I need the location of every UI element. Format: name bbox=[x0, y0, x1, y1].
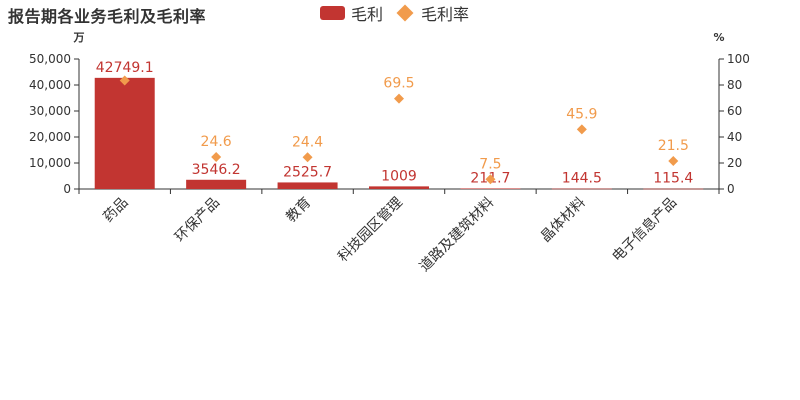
margin-value-label: 24.6 bbox=[201, 134, 232, 150]
margin-value-label: 24.4 bbox=[292, 134, 323, 150]
bar-gross-profit bbox=[369, 186, 429, 189]
margin-value-label: 69.5 bbox=[383, 76, 414, 92]
y-right-tick-label: 60 bbox=[727, 104, 742, 118]
margin-point bbox=[211, 152, 222, 163]
chart-title: 报告期各业务毛利及毛利率 bbox=[8, 7, 207, 26]
margin-point bbox=[668, 156, 679, 167]
bar-value-label: 1009 bbox=[381, 168, 417, 184]
bar-value-label: 3546.2 bbox=[192, 162, 241, 178]
legend-label-gross-profit: 毛利 bbox=[351, 5, 384, 24]
bar-gross-profit bbox=[643, 188, 704, 190]
margin-value-label: 45.9 bbox=[566, 106, 597, 122]
x-category-label: 晶体材料 bbox=[538, 195, 589, 246]
y-left-tick-label: 30,000 bbox=[29, 104, 71, 118]
y-left-tick-label: 10,000 bbox=[29, 156, 71, 170]
bar-gross-profit bbox=[460, 188, 521, 190]
margin-point bbox=[119, 75, 130, 86]
y-right-tick-label: 100 bbox=[727, 52, 750, 66]
y-right-tick-label: 0 bbox=[727, 182, 735, 196]
y-right-unit: % bbox=[713, 31, 724, 44]
legend: 毛利 毛利率 bbox=[320, 1, 479, 25]
x-category-label: 科技园区管理 bbox=[335, 195, 406, 266]
y-left-tick-label: 20,000 bbox=[29, 130, 71, 144]
y-left-tick-label: 40,000 bbox=[29, 78, 71, 92]
bar-gross-profit bbox=[94, 77, 155, 189]
y-left-unit: 万 bbox=[73, 31, 85, 44]
legend-item-gross-margin[interactable]: 毛利率 bbox=[393, 1, 469, 25]
x-category-label: 药品 bbox=[100, 195, 131, 226]
margin-value-label: 21.5 bbox=[658, 138, 689, 154]
x-category-label: 教育 bbox=[283, 195, 314, 226]
legend-label-gross-margin: 毛利率 bbox=[421, 5, 470, 24]
margin-point bbox=[576, 124, 587, 135]
margin-point bbox=[394, 93, 404, 104]
y-right-tick-label: 20 bbox=[727, 156, 742, 170]
y-left-tick-label: 50,000 bbox=[29, 52, 71, 66]
x-category-label: 环保产品 bbox=[172, 195, 223, 246]
bar-value-label: 115.4 bbox=[653, 171, 693, 187]
x-category-label: 道路及建筑材料 bbox=[417, 195, 498, 276]
bar-gross-profit bbox=[277, 182, 338, 189]
x-category-label: 电子信息产品 bbox=[609, 194, 680, 265]
bar-value-label: 42749.1 bbox=[96, 60, 154, 76]
y-left-tick-label: 0 bbox=[63, 182, 71, 196]
y-right-tick-label: 40 bbox=[727, 130, 742, 144]
margin-point bbox=[302, 152, 313, 163]
margin-value-label: 7.5 bbox=[479, 156, 501, 172]
y-right-tick-label: 80 bbox=[727, 78, 742, 92]
margin-point bbox=[485, 174, 496, 185]
legend-bar-swatch bbox=[320, 6, 345, 20]
bar-value-label: 144.5 bbox=[562, 171, 602, 187]
bar-gross-profit bbox=[551, 188, 612, 190]
bar-value-label: 2525.7 bbox=[283, 164, 332, 180]
legend-item-gross-profit[interactable]: 毛利 bbox=[320, 1, 383, 25]
bar-gross-profit bbox=[186, 179, 247, 189]
